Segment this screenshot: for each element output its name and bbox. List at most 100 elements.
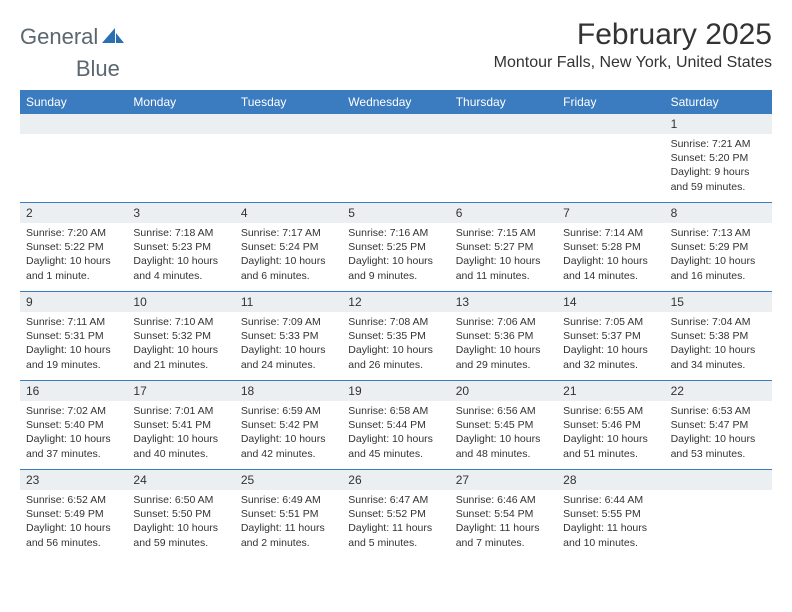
day-header: Friday: [557, 90, 664, 114]
daylight-text: Daylight: 10 hours and 1 minute.: [26, 254, 121, 282]
sunrise-text: Sunrise: 6:50 AM: [133, 493, 228, 507]
sunrise-text: Sunrise: 6:58 AM: [348, 404, 443, 418]
sunset-text: Sunset: 5:47 PM: [671, 418, 766, 432]
sunrise-text: Sunrise: 7:17 AM: [241, 226, 336, 240]
day-number: 4: [235, 203, 342, 223]
day-number: 6: [450, 203, 557, 223]
day-number: [557, 114, 664, 134]
calendar-cell: [127, 114, 234, 202]
calendar-cell: [342, 114, 449, 202]
day-content: Sunrise: 7:13 AMSunset: 5:29 PMDaylight:…: [665, 223, 772, 287]
sunset-text: Sunset: 5:51 PM: [241, 507, 336, 521]
day-content: Sunrise: 6:53 AMSunset: 5:47 PMDaylight:…: [665, 401, 772, 465]
day-content: Sunrise: 7:05 AMSunset: 5:37 PMDaylight:…: [557, 312, 664, 376]
calendar-cell: [450, 114, 557, 202]
sunset-text: Sunset: 5:29 PM: [671, 240, 766, 254]
daylight-text: Daylight: 10 hours and 56 minutes.: [26, 521, 121, 549]
logo-text-2: Blue: [76, 56, 120, 82]
daylight-text: Daylight: 10 hours and 40 minutes.: [133, 432, 228, 460]
sunrise-text: Sunrise: 7:05 AM: [563, 315, 658, 329]
title-block: February 2025 Montour Falls, New York, U…: [494, 18, 772, 72]
sunrise-text: Sunrise: 7:14 AM: [563, 226, 658, 240]
calendar-cell: 19Sunrise: 6:58 AMSunset: 5:44 PMDayligh…: [342, 381, 449, 469]
calendar-cell: 26Sunrise: 6:47 AMSunset: 5:52 PMDayligh…: [342, 470, 449, 558]
calendar-cell: 3Sunrise: 7:18 AMSunset: 5:23 PMDaylight…: [127, 203, 234, 291]
calendar-cell: 8Sunrise: 7:13 AMSunset: 5:29 PMDaylight…: [665, 203, 772, 291]
day-content: Sunrise: 6:49 AMSunset: 5:51 PMDaylight:…: [235, 490, 342, 554]
sunrise-text: Sunrise: 7:16 AM: [348, 226, 443, 240]
calendar-cell: 22Sunrise: 6:53 AMSunset: 5:47 PMDayligh…: [665, 381, 772, 469]
day-number: 23: [20, 470, 127, 490]
calendar-cell: 1Sunrise: 7:21 AMSunset: 5:20 PMDaylight…: [665, 114, 772, 202]
sunset-text: Sunset: 5:20 PM: [671, 151, 766, 165]
calendar-cell: [665, 470, 772, 558]
day-number: 13: [450, 292, 557, 312]
calendar-cell: [235, 114, 342, 202]
daylight-text: Daylight: 10 hours and 29 minutes.: [456, 343, 551, 371]
daylight-text: Daylight: 10 hours and 51 minutes.: [563, 432, 658, 460]
day-content: [342, 134, 449, 141]
day-number: [127, 114, 234, 134]
day-content: Sunrise: 6:56 AMSunset: 5:45 PMDaylight:…: [450, 401, 557, 465]
sunrise-text: Sunrise: 7:10 AM: [133, 315, 228, 329]
sunset-text: Sunset: 5:45 PM: [456, 418, 551, 432]
day-content: Sunrise: 7:01 AMSunset: 5:41 PMDaylight:…: [127, 401, 234, 465]
day-number: 1: [665, 114, 772, 134]
day-content: Sunrise: 7:02 AMSunset: 5:40 PMDaylight:…: [20, 401, 127, 465]
sunset-text: Sunset: 5:50 PM: [133, 507, 228, 521]
calendar-grid: SundayMondayTuesdayWednesdayThursdayFrid…: [20, 90, 772, 558]
calendar-cell: 23Sunrise: 6:52 AMSunset: 5:49 PMDayligh…: [20, 470, 127, 558]
day-content: [235, 134, 342, 141]
sunset-text: Sunset: 5:32 PM: [133, 329, 228, 343]
daylight-text: Daylight: 10 hours and 6 minutes.: [241, 254, 336, 282]
day-content: Sunrise: 7:18 AMSunset: 5:23 PMDaylight:…: [127, 223, 234, 287]
sunset-text: Sunset: 5:25 PM: [348, 240, 443, 254]
sunset-text: Sunset: 5:46 PM: [563, 418, 658, 432]
calendar-cell: 4Sunrise: 7:17 AMSunset: 5:24 PMDaylight…: [235, 203, 342, 291]
sunset-text: Sunset: 5:40 PM: [26, 418, 121, 432]
day-number: [450, 114, 557, 134]
sunset-text: Sunset: 5:23 PM: [133, 240, 228, 254]
sunrise-text: Sunrise: 7:04 AM: [671, 315, 766, 329]
calendar-cell: 13Sunrise: 7:06 AMSunset: 5:36 PMDayligh…: [450, 292, 557, 380]
calendar-cell: 25Sunrise: 6:49 AMSunset: 5:51 PMDayligh…: [235, 470, 342, 558]
day-number: [665, 470, 772, 490]
daylight-text: Daylight: 11 hours and 2 minutes.: [241, 521, 336, 549]
calendar-cell: 10Sunrise: 7:10 AMSunset: 5:32 PMDayligh…: [127, 292, 234, 380]
daylight-text: Daylight: 10 hours and 45 minutes.: [348, 432, 443, 460]
sunrise-text: Sunrise: 6:47 AM: [348, 493, 443, 507]
day-header: Sunday: [20, 90, 127, 114]
daylight-text: Daylight: 11 hours and 10 minutes.: [563, 521, 658, 549]
day-content: [127, 134, 234, 141]
sunrise-text: Sunrise: 7:21 AM: [671, 137, 766, 151]
day-number: 16: [20, 381, 127, 401]
daylight-text: Daylight: 10 hours and 48 minutes.: [456, 432, 551, 460]
calendar-cell: 7Sunrise: 7:14 AMSunset: 5:28 PMDaylight…: [557, 203, 664, 291]
sunset-text: Sunset: 5:37 PM: [563, 329, 658, 343]
day-header: Tuesday: [235, 90, 342, 114]
sunset-text: Sunset: 5:36 PM: [456, 329, 551, 343]
calendar-cell: 2Sunrise: 7:20 AMSunset: 5:22 PMDaylight…: [20, 203, 127, 291]
day-content: Sunrise: 7:06 AMSunset: 5:36 PMDaylight:…: [450, 312, 557, 376]
day-number: 10: [127, 292, 234, 312]
daylight-text: Daylight: 10 hours and 59 minutes.: [133, 521, 228, 549]
sunset-text: Sunset: 5:52 PM: [348, 507, 443, 521]
sunset-text: Sunset: 5:27 PM: [456, 240, 551, 254]
daylight-text: Daylight: 10 hours and 24 minutes.: [241, 343, 336, 371]
day-content: Sunrise: 6:44 AMSunset: 5:55 PMDaylight:…: [557, 490, 664, 554]
day-content: Sunrise: 6:47 AMSunset: 5:52 PMDaylight:…: [342, 490, 449, 554]
day-number: 12: [342, 292, 449, 312]
sunrise-text: Sunrise: 6:44 AM: [563, 493, 658, 507]
daylight-text: Daylight: 10 hours and 32 minutes.: [563, 343, 658, 371]
day-content: Sunrise: 7:15 AMSunset: 5:27 PMDaylight:…: [450, 223, 557, 287]
day-number: 3: [127, 203, 234, 223]
day-number: [342, 114, 449, 134]
day-number: 2: [20, 203, 127, 223]
day-content: [665, 490, 772, 497]
day-number: 8: [665, 203, 772, 223]
day-content: Sunrise: 6:58 AMSunset: 5:44 PMDaylight:…: [342, 401, 449, 465]
day-content: Sunrise: 6:46 AMSunset: 5:54 PMDaylight:…: [450, 490, 557, 554]
day-content: Sunrise: 6:50 AMSunset: 5:50 PMDaylight:…: [127, 490, 234, 554]
day-number: 7: [557, 203, 664, 223]
sunrise-text: Sunrise: 6:52 AM: [26, 493, 121, 507]
